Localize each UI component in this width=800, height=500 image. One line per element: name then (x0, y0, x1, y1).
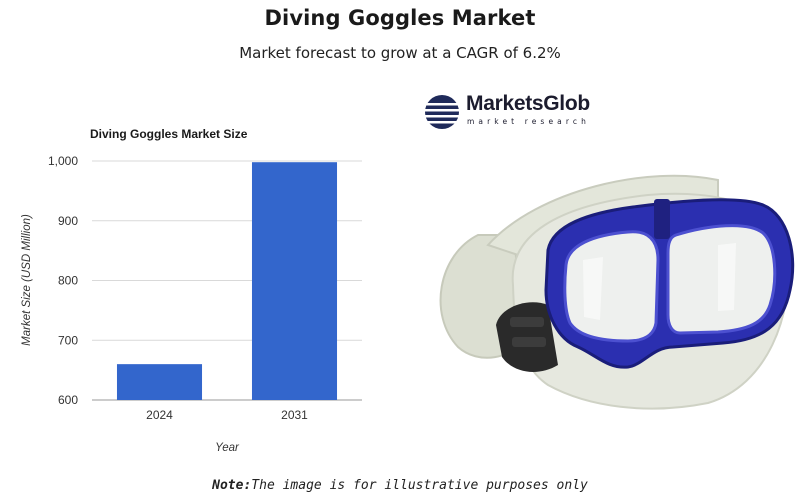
chart-svg: Diving Goggles Market Size 600 700 800 900 1… (21, 127, 362, 454)
footnote: Note:The image is for illustrative purpo… (0, 478, 800, 493)
x-tick-labels: 2024 2031 (146, 408, 308, 422)
page-subtitle: Market forecast to grow at a CAGR of 6.2… (239, 44, 561, 62)
y-tick-labels: 600 700 800 900 1,000 (48, 154, 78, 407)
logo-tagline: market research (467, 117, 590, 126)
y-tick-label: 900 (58, 214, 78, 228)
page-title: Diving Goggles Market (264, 6, 536, 30)
y-tick-label: 800 (58, 274, 78, 288)
y-tick-label: 700 (58, 333, 78, 347)
chart-title: Diving Goggles Market Size (90, 127, 248, 141)
note-text: The image is for illustrative purposes o… (251, 478, 588, 493)
globe-stripes-icon (425, 95, 459, 129)
y-tick-label: 600 (58, 393, 78, 407)
x-tick-label: 2024 (146, 408, 173, 422)
y-tick-label: 1,000 (48, 154, 78, 168)
bar-chart: Diving Goggles Market Size 600 700 800 900 1… (0, 110, 400, 470)
note-label: Note: (212, 478, 252, 493)
goggles-photo (418, 85, 800, 415)
x-tick-label: 2031 (281, 408, 308, 422)
bar-2024 (116, 364, 203, 400)
y-axis-label: Market Size (USD Million) (21, 214, 33, 346)
marketsglob-logo: MarketsGlob market research (424, 92, 654, 132)
bar-2031 (251, 162, 338, 400)
logo-name: MarketsGlob (466, 92, 590, 115)
x-axis-label: Year (215, 442, 240, 454)
bars (116, 162, 338, 400)
diving-goggles-icon (439, 174, 795, 410)
